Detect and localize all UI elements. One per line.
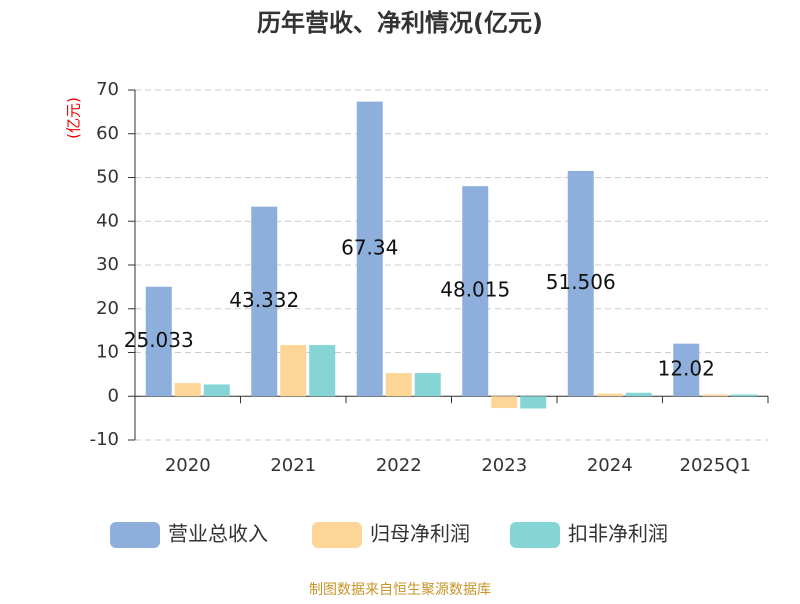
data-label: 67.34 (341, 235, 398, 259)
y-tick-label: 40 (96, 210, 119, 231)
bar (251, 206, 278, 397)
legend-swatch (510, 522, 560, 548)
y-tick-label: 10 (96, 342, 119, 363)
x-tick-label: 2022 (376, 455, 422, 476)
x-tick-label: 2023 (481, 455, 527, 476)
data-label: 51.506 (546, 270, 616, 294)
bar (385, 373, 412, 397)
y-tick-label: 0 (108, 385, 119, 406)
y-tick-label: 50 (96, 167, 119, 188)
legend-swatch (110, 522, 160, 548)
chart-title: 历年营收、净利情况(亿元) (257, 9, 543, 37)
data-label: 43.332 (229, 288, 299, 312)
data-label: 12.02 (658, 356, 715, 380)
y-axis-label: (亿元) (65, 97, 83, 139)
x-tick-label: 2024 (587, 455, 633, 476)
y-tick-label: -10 (90, 429, 119, 450)
y-tick-label: 70 (96, 79, 119, 100)
bar (356, 101, 383, 397)
bar (731, 394, 758, 397)
bar (673, 343, 700, 397)
bar (174, 383, 201, 397)
legend-swatch (312, 522, 362, 548)
bar (414, 373, 441, 397)
bar (702, 394, 729, 397)
y-tick-label: 20 (96, 298, 119, 319)
legend-label: 归母净利润 (370, 522, 470, 546)
legend-label: 营业总收入 (168, 522, 268, 546)
bar (203, 384, 230, 397)
x-tick-label: 2020 (165, 455, 211, 476)
data-label: 48.015 (440, 278, 510, 302)
bar (280, 345, 307, 397)
x-tick-label: 2025Q1 (680, 455, 751, 476)
x-tick-label: 2021 (270, 455, 316, 476)
bar (520, 396, 547, 409)
y-tick-label: 60 (96, 123, 119, 144)
bar (462, 186, 489, 397)
y-tick-label: 30 (96, 254, 119, 275)
bar (567, 170, 594, 397)
bar (596, 393, 623, 397)
legend-label: 扣非净利润 (568, 522, 668, 546)
bar (145, 286, 172, 397)
bar (491, 396, 518, 409)
bar (625, 392, 652, 397)
bar (309, 345, 336, 397)
source-note: 制图数据来自恒生聚源数据库 (309, 582, 491, 598)
data-label: 25.033 (124, 328, 194, 352)
